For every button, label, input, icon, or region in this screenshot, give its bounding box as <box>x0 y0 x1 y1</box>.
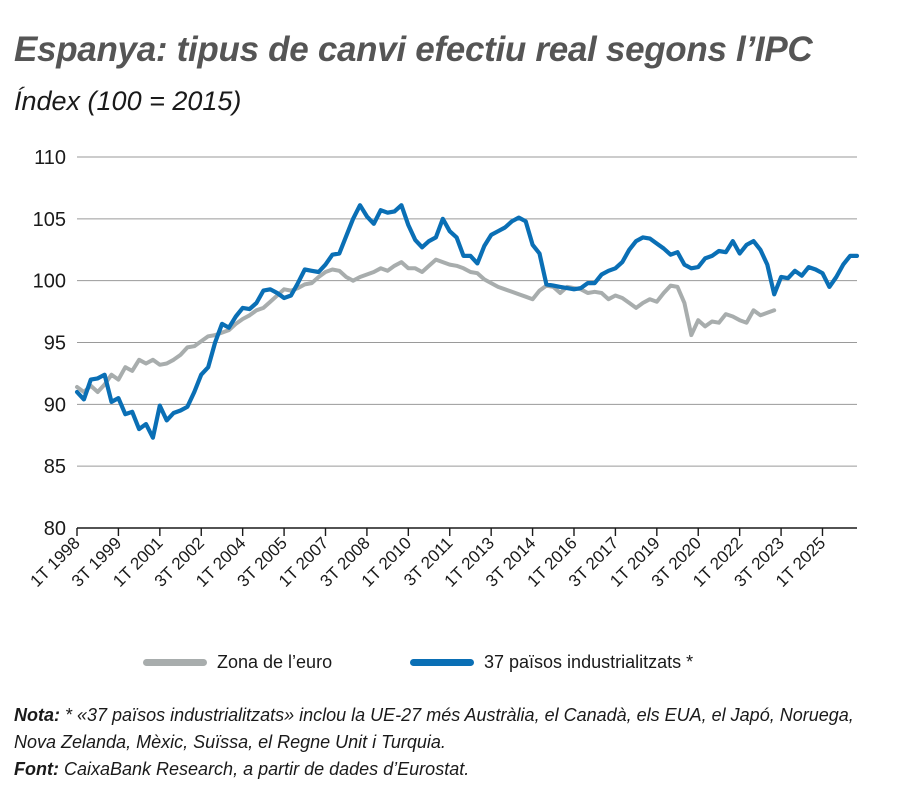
y-axis-ticks: 80 85 90 95 100 105 110 <box>33 147 66 540</box>
source-label: Font: <box>14 759 59 779</box>
series-line-industrialized <box>74 203 860 440</box>
note-line: Nota: * «37 països industrialitzats» inc… <box>14 702 894 756</box>
legend-swatch-industrialized <box>410 659 474 666</box>
legend-item-industrialized: 37 països industrialitzats * <box>410 652 693 673</box>
gridlines <box>77 156 857 467</box>
legend-label-industrialized: 37 països industrialitzats * <box>484 652 694 672</box>
y-tick-label: 110 <box>34 147 66 169</box>
legend-swatch-euro-zone <box>143 659 207 666</box>
series-lines <box>74 203 860 440</box>
legend: Zona de l’euro 37 països industrialitzat… <box>0 652 900 682</box>
y-tick-label: 90 <box>44 394 66 416</box>
source-text: CaixaBank Research, a partir de dades d’… <box>58 759 470 779</box>
y-tick-label: 105 <box>33 209 66 231</box>
series-line-euro-zone <box>75 257 777 394</box>
y-tick-label: 80 <box>44 518 66 540</box>
source-line: Font: CaixaBank Research, a partir de da… <box>14 756 894 783</box>
chart-subtitle: Índex (100 = 2015) <box>14 86 242 116</box>
note-label: Nota: <box>14 705 60 725</box>
legend-label-euro-zone: Zona de l’euro <box>217 652 333 672</box>
y-tick-label: 100 <box>33 271 66 293</box>
legend-item-euro-zone: Zona de l’euro <box>143 652 332 673</box>
chart-title: Espanya: tipus de canvi efectiu real seg… <box>14 30 813 69</box>
chart-notes: Nota: * «37 països industrialitzats» inc… <box>14 702 894 783</box>
note-text: * «37 països industrialitzats» inclou la… <box>14 705 854 752</box>
y-tick-label: 85 <box>44 456 66 478</box>
y-tick-label: 95 <box>44 333 66 355</box>
